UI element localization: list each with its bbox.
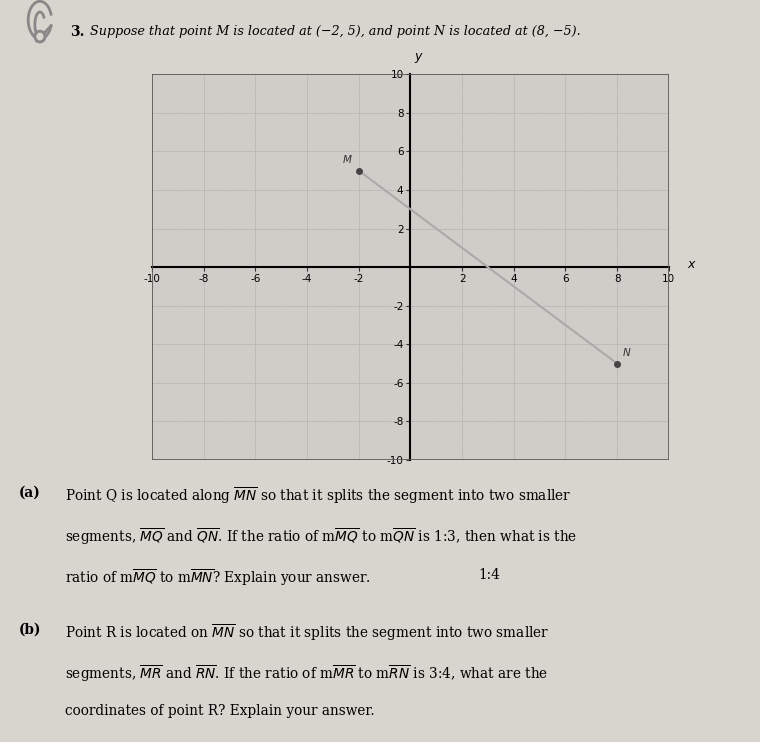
Text: (b): (b) — [19, 623, 41, 637]
Text: segments, $\overline{\mathit{MQ}}$ and $\overline{\mathit{QN}}$. If the ratio of: segments, $\overline{\mathit{MQ}}$ and $… — [65, 527, 577, 547]
Text: Point R is located on $\overline{\mathit{MN}}$ so that it splits the segment int: Point R is located on $\overline{\mathit… — [65, 623, 549, 643]
Text: ratio of m$\overline{\mathit{MQ}}$ to m$\overline{\mathit{MN}}$? Explain your an: ratio of m$\overline{\mathit{MQ}}$ to m$… — [65, 568, 370, 588]
Text: y: y — [414, 50, 422, 62]
Text: 3.: 3. — [70, 25, 84, 39]
Text: M: M — [344, 155, 352, 165]
Text: coordinates of point R? Explain your answer.: coordinates of point R? Explain your ans… — [65, 704, 374, 718]
Text: N: N — [622, 348, 630, 358]
Bar — [152, 74, 669, 460]
Text: 1:4: 1:4 — [479, 568, 501, 582]
Circle shape — [35, 31, 45, 42]
Text: segments, $\overline{\mathit{MR}}$ and $\overline{\mathit{RN}}$. If the ratio of: segments, $\overline{\mathit{MR}}$ and $… — [65, 663, 548, 684]
Text: x: x — [687, 257, 695, 271]
Text: Point Q is located along $\overline{\mathit{MN}}$ so that it splits the segment : Point Q is located along $\overline{\mat… — [65, 486, 571, 506]
Text: (a): (a) — [19, 486, 41, 500]
Text: Suppose that point M is located at (−2, 5), and point N is located at (8, −5).: Suppose that point M is located at (−2, … — [90, 25, 581, 39]
